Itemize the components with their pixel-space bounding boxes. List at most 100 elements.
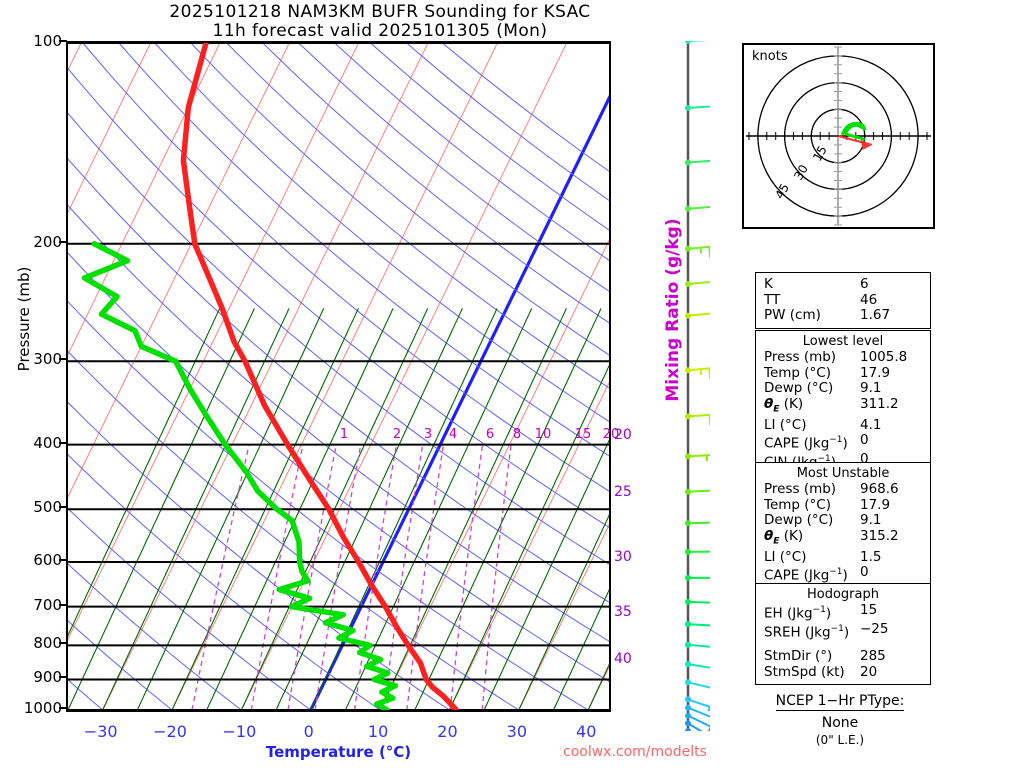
dry-adiabat [262, 43, 609, 324]
temperature-trace [180, 43, 460, 710]
height-tick-label: 30 [614, 549, 632, 565]
dry-adiabat [226, 43, 609, 356]
stats-heading: Most Unstable [796, 466, 890, 481]
mixing-ratio-line [449, 444, 484, 710]
wind-barb [685, 413, 710, 426]
mixing-ratio-tick-label: 1 [339, 427, 349, 442]
stats-key: EH (Jkg−1) [764, 605, 832, 622]
pressure-tick-label: 200 [33, 232, 62, 251]
stats-row: TT 46 [756, 292, 930, 309]
wind-barb [685, 367, 710, 379]
dry-adiabat [370, 43, 609, 231]
stats-value: 6 [860, 276, 869, 292]
dewpoint-trace [81, 241, 399, 710]
stats-value: 0 [860, 564, 869, 581]
moist-adiabat [483, 439, 609, 710]
stats-value: 15 [860, 602, 878, 618]
stats-value: 315.2 [860, 527, 899, 544]
stats-row: CAPE (Jkg−1) 0 [756, 432, 930, 452]
dry-adiabat [118, 43, 609, 457]
stats-key: CAPE (Jkg−1) [764, 435, 848, 452]
temperature-tick-label: −30 [83, 722, 118, 741]
height-tick-label: 40 [614, 651, 632, 667]
wind-barb [685, 159, 710, 166]
hodograph-ring-label: 15 [810, 143, 830, 163]
dry-adiabat [68, 112, 609, 565]
stats-key: LI (°C) [764, 416, 807, 433]
temperature-tick-label: 10 [367, 722, 389, 741]
stats-key: CAPE (Jkg−1) [764, 567, 848, 584]
hodograph-panel[interactable]: 15 30 45 knots [742, 43, 935, 229]
hodograph-ring-label: 30 [791, 162, 811, 182]
wind-barb [685, 488, 710, 495]
wind-barb [685, 728, 691, 731]
pressure-tick [59, 676, 67, 679]
mixing-ratio-tick-label: 20 [602, 427, 620, 442]
stats-row: LI (°C) 1.5 [756, 548, 930, 566]
stats-value: −25 [860, 621, 889, 637]
hodograph-trace [840, 122, 867, 142]
stats-row: StmSpd (kt) 20 [756, 663, 930, 681]
mixing-ratio-tick-label: 10 [534, 427, 552, 442]
temperature-tick-label: −10 [222, 722, 257, 741]
isotherm [171, 43, 498, 710]
dry-adiabat [68, 67, 609, 528]
dry-adiabat [190, 43, 609, 389]
temperature-tick-label: 30 [506, 722, 528, 741]
stats-row: θE (K) 311.2 [756, 396, 930, 418]
moist-adiabat [68, 308, 255, 710]
stats-row: Temp (°C) 17.9 [756, 364, 930, 382]
wind-barb [685, 41, 709, 44]
wind-barb [685, 548, 710, 555]
stats-value: 4.1 [860, 416, 882, 433]
stats-row: SREH (Jkg−1) −25 [756, 621, 930, 641]
moist-adiabat [171, 308, 359, 710]
isotherm [68, 43, 151, 214]
isotherm [68, 43, 221, 356]
moist-adiabat [448, 364, 609, 710]
height-tick-label: 25 [614, 484, 632, 500]
stats-row: PW (cm) 1.67 [756, 307, 930, 324]
wind-barb [685, 598, 710, 605]
moist-adiabat [344, 308, 533, 710]
pressure-axis-label: Pressure (mb) [15, 266, 33, 372]
pressure-tick-label: 400 [33, 433, 62, 452]
wind-barb [685, 104, 710, 111]
mixing-ratio-line [481, 444, 512, 710]
wind-barb [685, 696, 710, 712]
dry-adiabat [68, 620, 173, 710]
dry-adiabat [68, 679, 104, 710]
dry-adiabat [442, 43, 609, 172]
dry-adiabat [68, 252, 609, 682]
stats-key: θE (K) [764, 527, 804, 547]
wind-barb [685, 205, 710, 212]
stats-value: 968.6 [860, 481, 899, 497]
pressure-tick [59, 40, 67, 42]
stats-value: 1.5 [860, 548, 882, 565]
pressure-tick-label: 800 [33, 634, 62, 653]
pressure-tick [59, 642, 67, 645]
dry-adiabat [298, 43, 609, 292]
wind-barb [685, 704, 710, 725]
pressure-tick-label: 300 [33, 350, 62, 369]
hodograph-ring-label: 45 [772, 181, 792, 201]
pressure-tick [59, 559, 67, 562]
isotherm [102, 43, 429, 710]
stats-key: Dewp (°C) [764, 512, 834, 528]
stats-key: StmSpd (kt) [764, 663, 845, 680]
stats-value: 0 [860, 451, 869, 468]
stats-row: Press (mb) 968.6 [756, 481, 930, 498]
chart-title-line1: 2025101218 NAM3KM BUFR Sounding for KSAC [169, 2, 591, 22]
skewt-plot-area[interactable] [66, 41, 611, 712]
mixing-ratio-tick-label: 3 [423, 427, 433, 442]
moist-adiabat [379, 308, 567, 710]
wind-barb [685, 312, 710, 319]
watermark: coolwx.com/modelts [563, 744, 707, 760]
stats-key: Temp (°C) [764, 364, 831, 381]
mixing-ratio-line [191, 444, 250, 710]
pressure-axis: 100 200 300 400 500 600 700 800 900 1000 [0, 0, 62, 768]
stats-row: θE (K) 315.2 [756, 527, 930, 550]
moist-adiabat [414, 308, 602, 710]
pressure-tick-label: 100 [33, 32, 62, 50]
pressure-tick [59, 441, 67, 444]
